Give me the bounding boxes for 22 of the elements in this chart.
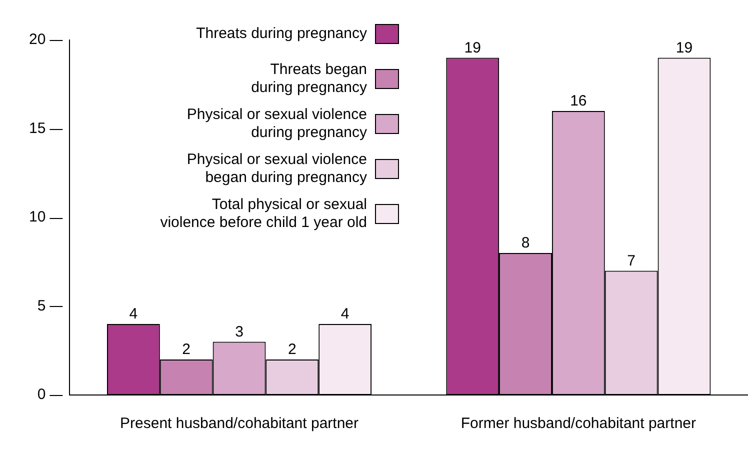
legend-label: Physical or sexual violence during pregnancy [186,106,367,142]
data-label: 16 [570,92,587,110]
data-label: 19 [464,39,481,56]
data-label: 8 [521,234,530,252]
y-tick-label: 10 [28,208,46,226]
legend-label: Threats began during pregnancy [251,60,367,96]
data-label: 2 [182,341,191,358]
y-tick-label: 15 [28,120,46,137]
data-label: 19 [676,39,693,56]
y-tick-label: 20 [28,31,46,48]
legend-label: Physical or sexual violence began during pregnancy [186,150,367,186]
legend-label: Threats during pregnancy [196,24,367,42]
x-tick-label: Present husband/cohabitant partner [120,415,359,432]
y-tick-label: 0 [37,386,46,404]
data-label: 4 [129,306,138,323]
data-label: 2 [288,341,296,358]
data-label: 7 [627,252,636,270]
data-label: 4 [340,306,350,323]
x-tick-label: Former husband/cohabitant partner [460,415,696,432]
y-tick-label: 5 [37,297,46,314]
data-label: 3 [235,323,244,340]
legend-label: Total physical or sexual violence before child 1 year old [160,196,367,232]
